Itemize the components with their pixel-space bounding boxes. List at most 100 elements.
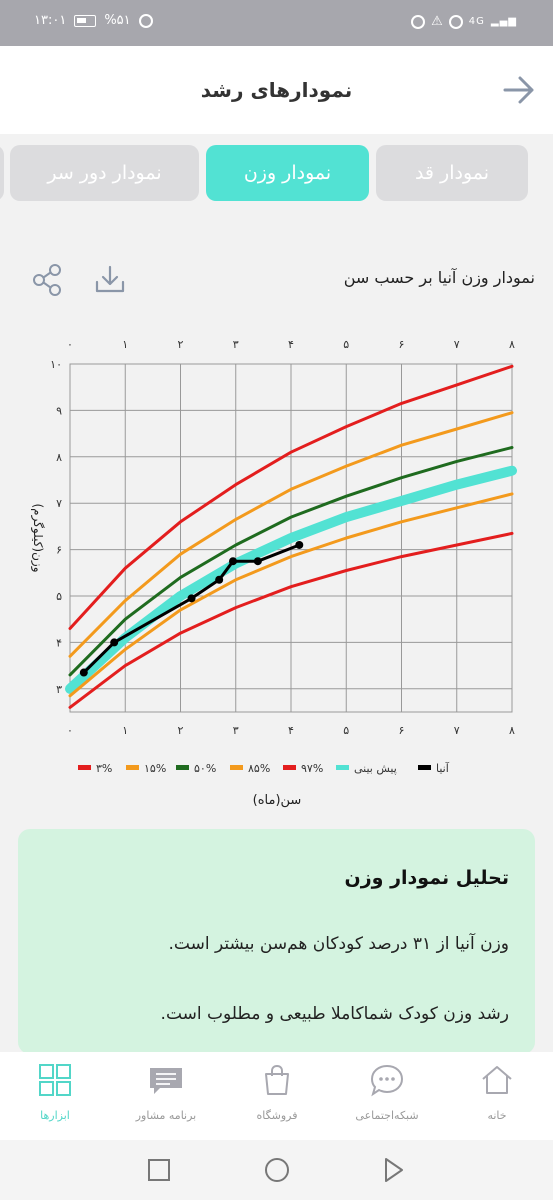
- y-tick-label: ۳: [56, 683, 62, 696]
- child-data-point: [110, 638, 119, 647]
- x-tick-label-top: ۵: [343, 338, 349, 351]
- tab-weight-label: نمودار وزن: [243, 162, 332, 184]
- recent-apps-icon[interactable]: [143, 1154, 175, 1186]
- battery-icon: [74, 14, 97, 27]
- chart-tabs: نمودار قد نمودار وزن نمودار دور سر: [0, 145, 553, 201]
- home-icon: [482, 1066, 512, 1094]
- y-tick-label: ۸: [56, 451, 62, 464]
- y-tick-label: ۵: [56, 590, 62, 603]
- nav-tools[interactable]: ابزارها: [0, 1052, 110, 1140]
- message-icon: [150, 1068, 182, 1094]
- child-data-point: [253, 557, 262, 566]
- tab-head-label: نمودار دور سر: [47, 162, 162, 184]
- analysis-card: تحلیل نمودار وزن وزن آنیا از ۳۱ درصد کود…: [18, 829, 535, 1054]
- chart-title: نمودار وزن آنیا بر حسب سن: [343, 268, 535, 287]
- battery-text: %۵۱: [104, 13, 131, 28]
- back-button-icon[interactable]: [378, 1154, 410, 1186]
- x-tick-label-bottom: ۶: [399, 724, 405, 737]
- legend-label: ۵۰%: [194, 762, 216, 775]
- series-line: [68, 531, 514, 709]
- y-tick-label: ۱۰: [50, 358, 62, 371]
- signal-icon-2: ▂▄▆: [490, 16, 517, 27]
- chat-bubble-icon: [370, 1064, 404, 1097]
- status-left: ۱۳:۰۱ %۵۱: [34, 13, 153, 28]
- app-header: نمودارهای رشد: [0, 46, 553, 134]
- x-tick-label-top: ۸: [509, 338, 515, 351]
- x-tick-label-bottom: ۳: [233, 724, 239, 737]
- back-arrow-icon[interactable]: [501, 72, 537, 108]
- system-navigation: [0, 1140, 553, 1200]
- series-line: [68, 364, 514, 630]
- signal-icon: 4G: [468, 16, 485, 27]
- child-data-point: [295, 540, 304, 549]
- x-axis-label: سن(ماه): [253, 793, 302, 808]
- tab-height[interactable]: نمودار قد: [376, 145, 528, 201]
- x-tick-label-top: ۳: [233, 338, 239, 351]
- x-tick-label-top: ۷: [454, 338, 460, 351]
- x-tick-label-top: ۱: [122, 338, 128, 351]
- nav-social-label: شبکه‌اجتماعی: [355, 1109, 419, 1122]
- series-line: [68, 446, 514, 677]
- x-tick-label-top: ۶: [399, 338, 405, 351]
- tab-height-label: نمودار قد: [414, 162, 490, 184]
- whatsapp-icon: [411, 14, 426, 29]
- grid-icon: [39, 1064, 71, 1096]
- legend-swatch: [176, 765, 189, 770]
- y-axis-label: وزن(کیلوگرم): [30, 503, 45, 572]
- legend-swatch: [283, 765, 296, 770]
- bottom-navigation: خانه شبکه‌اجتماعی فروشگاه برنامه مشاور ا…: [0, 1052, 553, 1140]
- eye-icon: [138, 13, 153, 28]
- notification-icon: [448, 14, 463, 29]
- share-icon[interactable]: [27, 260, 67, 300]
- tab-more[interactable]: [0, 145, 4, 201]
- x-tick-label-top: ۰: [67, 338, 73, 351]
- analysis-title: تحلیل نمودار وزن: [344, 867, 509, 889]
- nav-home[interactable]: خانه: [442, 1052, 552, 1140]
- legend-swatch: [336, 765, 349, 770]
- series-line: [68, 492, 514, 698]
- legend-label: ۳%: [96, 762, 112, 775]
- y-tick-label: ۹: [56, 404, 62, 417]
- nav-shop[interactable]: فروشگاه: [222, 1052, 332, 1140]
- legend-label: ۹۷%: [301, 762, 323, 775]
- x-tick-label-bottom: ۷: [454, 724, 460, 737]
- download-icon[interactable]: [90, 260, 130, 300]
- x-tick-label-top: ۲: [178, 338, 184, 351]
- child-data-point: [79, 668, 88, 677]
- x-tick-label-bottom: ۰: [67, 724, 73, 737]
- tab-head-circumference[interactable]: نمودار دور سر: [10, 145, 199, 201]
- nav-advisor[interactable]: برنامه مشاور: [111, 1052, 221, 1140]
- legend-label: آنیا: [436, 761, 450, 775]
- x-tick-label-top: ۴: [288, 338, 294, 351]
- legend-swatch: [230, 765, 243, 770]
- legend-swatch: [418, 765, 431, 770]
- nav-home-label: خانه: [487, 1109, 507, 1122]
- shopping-bag-icon: [265, 1064, 289, 1095]
- x-tick-label-bottom: ۲: [178, 724, 184, 737]
- child-data-point: [215, 575, 224, 584]
- legend-swatch: [78, 765, 91, 770]
- y-tick-label: ۶: [56, 544, 62, 557]
- x-tick-label-bottom: ۵: [343, 724, 349, 737]
- tab-weight[interactable]: نمودار وزن: [206, 145, 369, 201]
- child-data-point: [228, 557, 237, 566]
- home-button-icon[interactable]: [261, 1154, 293, 1186]
- legend-label: ۱۵%: [144, 762, 166, 775]
- nav-shop-label: فروشگاه: [256, 1109, 298, 1122]
- analysis-line-2: رشد وزن کودک شماکاملا طبیعی و مطلوب است.: [160, 1004, 509, 1024]
- legend-label: پیش بینی: [354, 762, 397, 775]
- x-tick-label-bottom: ۴: [288, 724, 294, 737]
- nav-advisor-label: برنامه مشاور: [135, 1109, 197, 1122]
- x-tick-label-bottom: ۱: [122, 724, 128, 737]
- nav-tools-label: ابزارها: [40, 1109, 70, 1122]
- y-tick-label: ۴: [56, 636, 62, 649]
- series-line: [68, 411, 514, 658]
- nav-social[interactable]: شبکه‌اجتماعی: [332, 1052, 442, 1140]
- x-tick-label-bottom: ۸: [509, 724, 515, 737]
- y-tick-label: ۷: [56, 497, 62, 510]
- status-bar: ۱۳:۰۱ %۵۱ ⚠ 4G ▂▄▆: [0, 0, 553, 46]
- weight-growth-chart: ۰ ۰ ۱ ۱ ۲ ۲ ۳ ۳ ۴ ۴ ۵ ۵ ۶ ۶ ۷ ۷ ۸ ۸ ۳ ۴ ۵ ۶ ۷ ۸ ۹ ۱۰ وزن(کیلوگرم) ۳…: [30, 338, 517, 808]
- status-right: ⚠ 4G ▂▄▆: [411, 14, 517, 29]
- legend-swatch: [126, 765, 139, 770]
- time-text: ۱۳:۰۱: [34, 13, 67, 28]
